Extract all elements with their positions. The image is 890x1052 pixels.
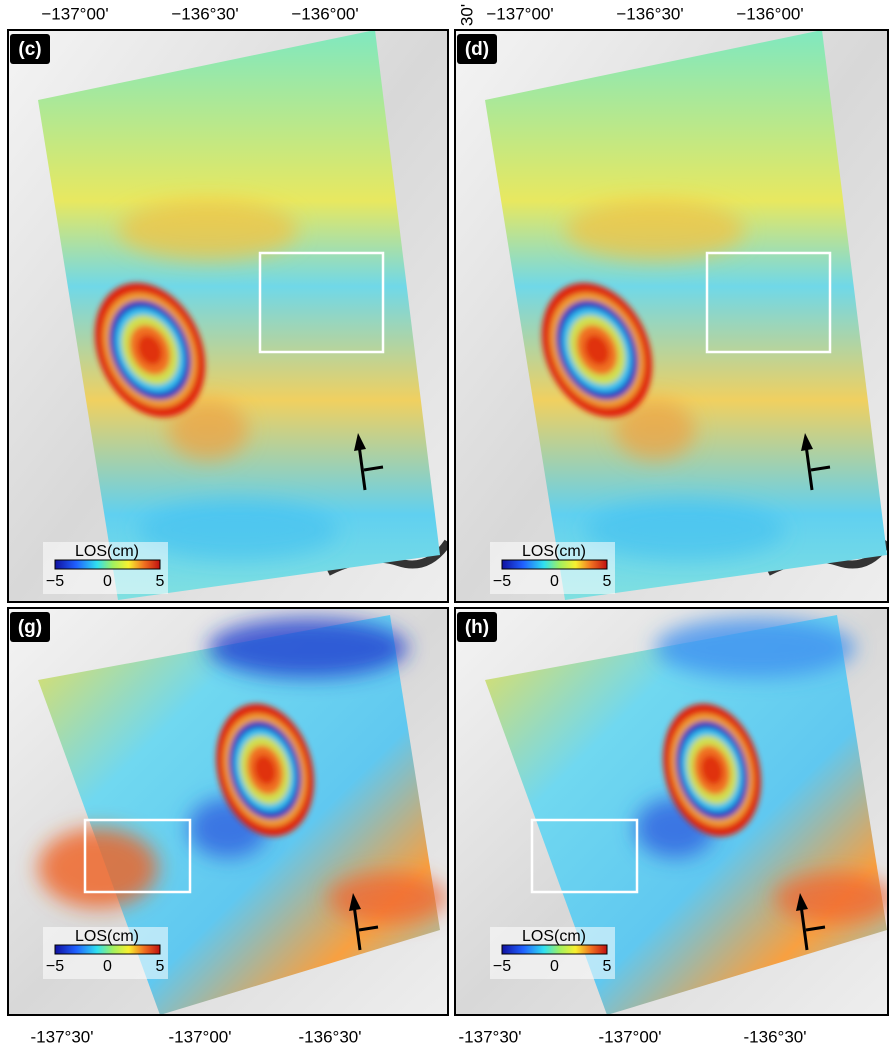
map-panel: (c) LOS(cm) −5 0 5 bbox=[8, 30, 448, 602]
bottom-axis-label: -137°30' bbox=[459, 1027, 522, 1046]
colorbar bbox=[55, 560, 160, 569]
colorbar-tick: −5 bbox=[46, 958, 64, 975]
figure: 30' −137°00' −136°30' −136°00' −137°00' −136… bbox=[0, 0, 890, 1052]
colorbar-tick: 5 bbox=[603, 573, 612, 590]
top-axis-label: −136°00' bbox=[291, 4, 358, 23]
top-axis-label: −137°00' bbox=[486, 4, 553, 23]
map-panel: (h) LOS(cm) −5 0 5 bbox=[455, 608, 890, 1015]
colorbar bbox=[502, 560, 607, 569]
colorbar-tick: 5 bbox=[156, 958, 165, 975]
panel-label: (c) bbox=[18, 39, 41, 60]
map-content bbox=[8, 30, 448, 602]
colorbar-tick: 0 bbox=[550, 958, 559, 975]
map-panel: (d) LOS(cm) −5 0 5 bbox=[455, 30, 888, 602]
colorbar-tick: 0 bbox=[550, 573, 559, 590]
map-panel: (g) LOS(cm) −5 0 5 bbox=[8, 608, 448, 1015]
panel-label: (g) bbox=[18, 617, 42, 638]
patch bbox=[775, 873, 890, 923]
colorbar-tick: −5 bbox=[493, 573, 511, 590]
bottom-axis-label: -137°00' bbox=[169, 1027, 232, 1046]
colorbar-title: LOS(cm) bbox=[522, 928, 586, 945]
axis-fragment: 30' bbox=[457, 4, 476, 26]
bottom-axis-label: -137°00' bbox=[599, 1027, 662, 1046]
top-axis-label: −136°00' bbox=[736, 4, 803, 23]
patch bbox=[565, 200, 745, 260]
colorbar-tick: 5 bbox=[156, 573, 165, 590]
colorbar-title: LOS(cm) bbox=[75, 543, 139, 560]
colorbar-tick: 5 bbox=[603, 958, 612, 975]
map-content bbox=[455, 30, 888, 602]
bottom-axis-label: -136°30' bbox=[299, 1027, 362, 1046]
colorbar-tick: −5 bbox=[46, 573, 64, 590]
top-axis-label: −137°00' bbox=[41, 4, 108, 23]
patch bbox=[38, 828, 158, 908]
bottom-axis-label: -137°30' bbox=[31, 1027, 94, 1046]
colorbar-title: LOS(cm) bbox=[522, 543, 586, 560]
patch bbox=[328, 873, 448, 923]
bottom-axis-label: -136°30' bbox=[744, 1027, 807, 1046]
patch bbox=[118, 200, 298, 260]
patch bbox=[208, 618, 408, 678]
top-axis-label: −136°30' bbox=[616, 4, 683, 23]
colorbar-tick: −5 bbox=[493, 958, 511, 975]
colorbar-tick: 0 bbox=[103, 958, 112, 975]
colorbar-title: LOS(cm) bbox=[75, 928, 139, 945]
patch bbox=[655, 618, 855, 678]
panel-label: (h) bbox=[465, 617, 489, 638]
panel-label: (d) bbox=[465, 39, 489, 60]
colorbar bbox=[502, 945, 607, 954]
top-axis-label: −136°30' bbox=[171, 4, 238, 23]
colorbar bbox=[55, 945, 160, 954]
colorbar-tick: 0 bbox=[103, 573, 112, 590]
